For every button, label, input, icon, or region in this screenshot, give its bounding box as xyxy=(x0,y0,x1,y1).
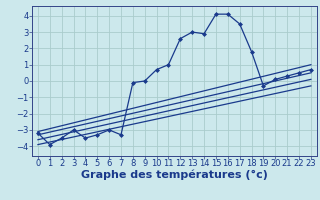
X-axis label: Graphe des températures (°c): Graphe des températures (°c) xyxy=(81,170,268,180)
